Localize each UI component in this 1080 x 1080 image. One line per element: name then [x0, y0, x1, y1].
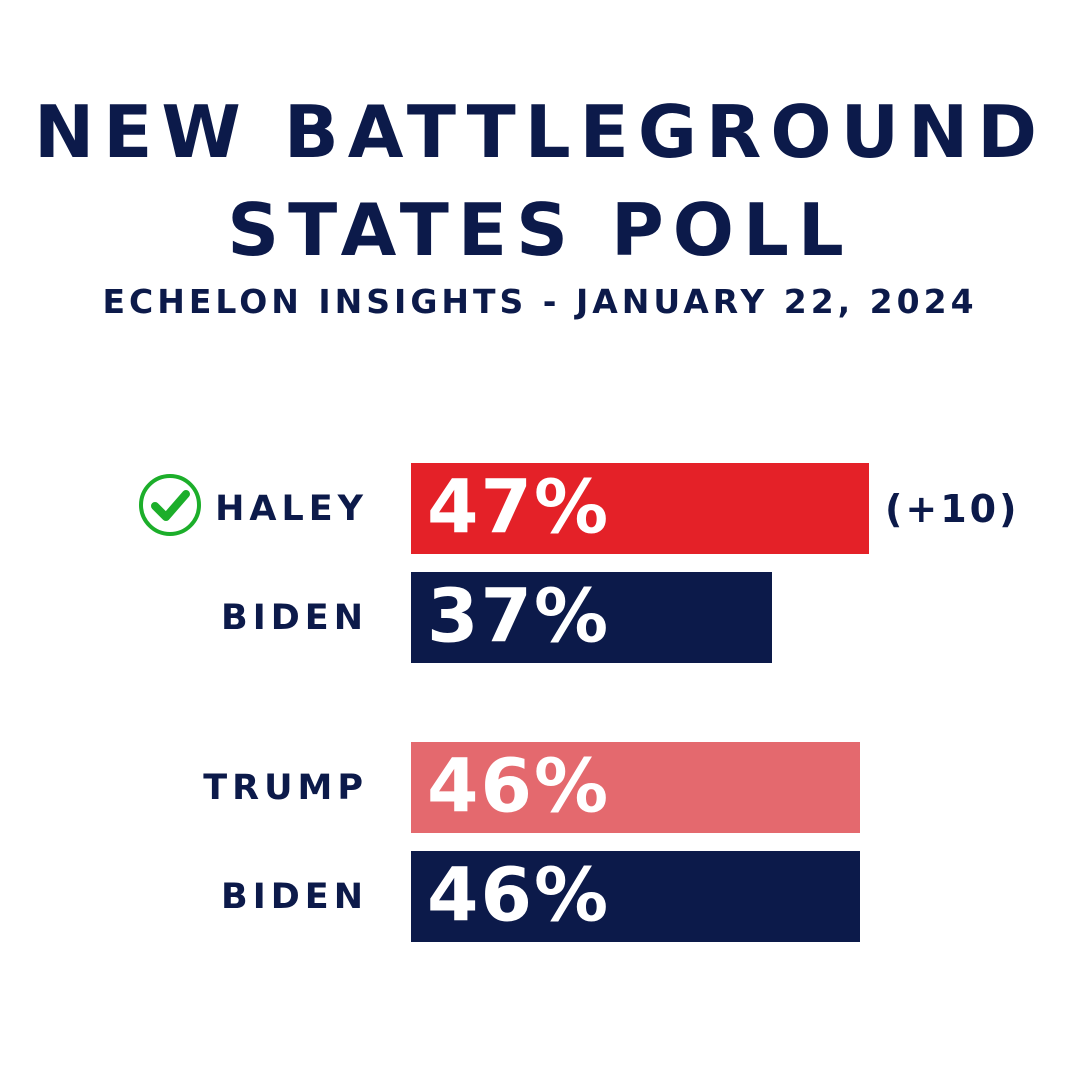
bar-value-label: 37%	[427, 573, 611, 660]
check-circle-icon	[139, 474, 201, 536]
subtitle: ECHELON INSIGHTS - JANUARY 22, 2024	[102, 282, 978, 321]
bar-value-label: 47%	[427, 464, 611, 551]
margin-annotation: (+10)	[885, 487, 1020, 531]
bar-trump: 46%	[411, 742, 860, 833]
title-line-2: STATES POLL	[227, 188, 853, 272]
candidate-label-biden: BIDEN	[221, 877, 368, 917]
bar-haley: 47%	[411, 463, 869, 554]
bar-value-label: 46%	[427, 743, 611, 830]
bar-biden: 46%	[411, 851, 860, 942]
candidate-label-biden: BIDEN	[221, 598, 368, 638]
candidate-label-haley: HALEY	[215, 489, 368, 529]
title-line-1: NEW BATTLEGROUND	[33, 90, 1047, 174]
candidate-label-trump: TRUMP	[203, 768, 368, 808]
bar-value-label: 46%	[427, 852, 611, 939]
bar-biden: 37%	[411, 572, 772, 663]
